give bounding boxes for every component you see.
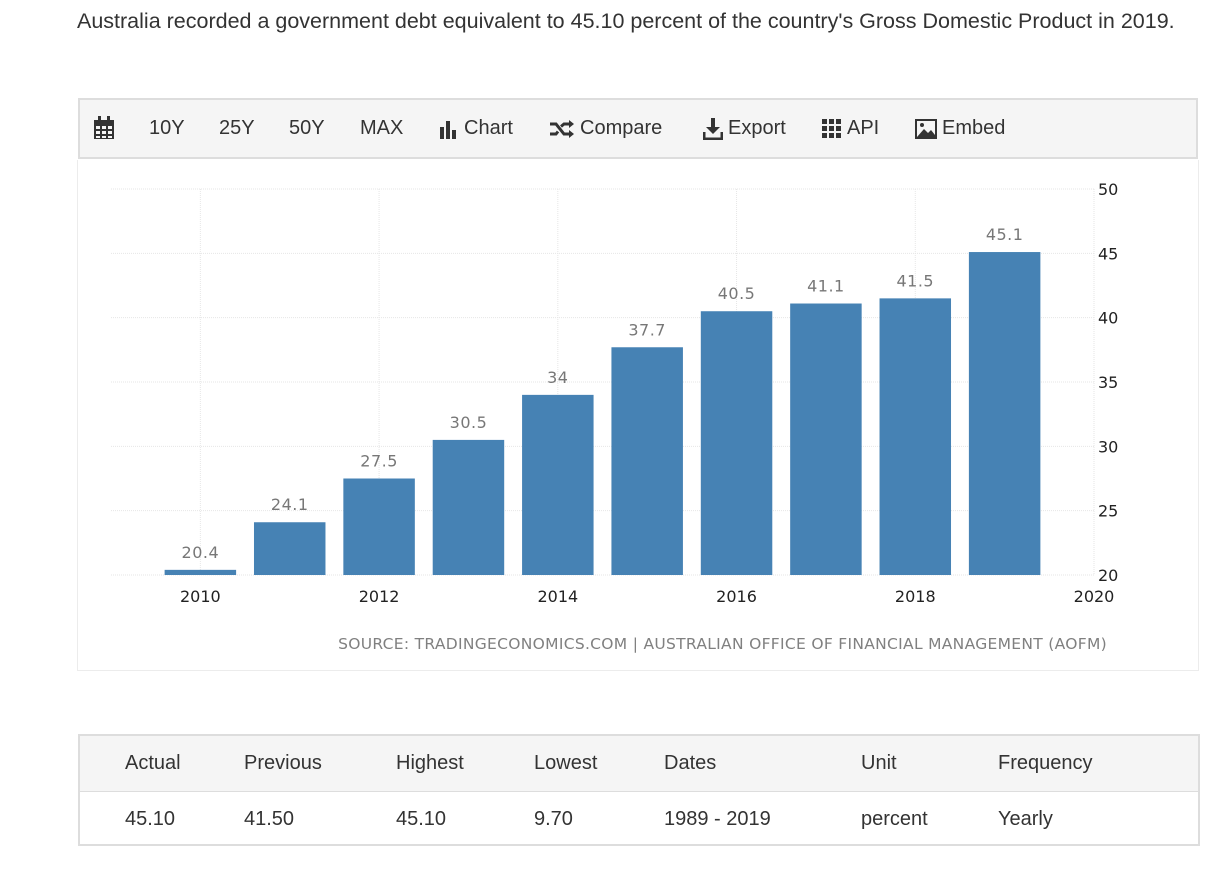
download-icon (703, 117, 723, 140)
export-button-label: Export (728, 117, 786, 139)
chart-source: SOURCE: TRADINGECONOMICS.COM | AUSTRALIA… (338, 635, 1107, 653)
bar-value-label: 37.7 (628, 320, 666, 339)
bar-value-label: 20.4 (182, 543, 220, 562)
x-tick-label: 2014 (537, 587, 578, 606)
range-10y-button[interactable]: 10Y (149, 117, 185, 139)
chart-button[interactable]: Chart (439, 117, 513, 140)
bar (879, 298, 952, 575)
compare-button[interactable]: Compare (549, 117, 662, 140)
x-tick-label: 2016 (716, 587, 757, 606)
chart-button-label: Chart (464, 117, 513, 139)
bar (700, 311, 773, 575)
range-25y-button[interactable]: 25Y (219, 117, 255, 139)
bar-value-label: 41.5 (896, 271, 934, 290)
bar-value-label: 41.1 (807, 277, 845, 296)
bar (611, 347, 683, 575)
embed-button-label: Embed (942, 117, 1006, 139)
range-max-button[interactable]: MAX (360, 117, 404, 139)
y-tick-label: 30 (1098, 437, 1118, 456)
intro-text: Australia recorded a government debt equ… (77, 9, 1175, 33)
value-frequency: Yearly (998, 808, 1053, 830)
bar-value-label: 24.1 (271, 495, 309, 514)
bar (790, 303, 862, 575)
value-actual: 45.10 (125, 808, 176, 830)
bar (522, 394, 594, 575)
y-tick-label: 25 (1098, 502, 1118, 521)
value-lowest: 9.70 (534, 808, 573, 830)
bar-chart-icon (439, 119, 459, 139)
value-dates: 1989 - 2019 (664, 808, 771, 830)
x-tick-label: 2020 (1074, 587, 1115, 606)
header-previous: Previous (244, 752, 322, 774)
value-unit: percent (861, 808, 928, 830)
header-frequency: Frequency (998, 752, 1093, 774)
y-tick-label: 20 (1098, 566, 1118, 585)
header-unit: Unit (861, 752, 897, 774)
bar (343, 478, 415, 575)
bar-value-label: 45.1 (986, 225, 1024, 244)
embed-button[interactable]: Embed (915, 117, 1005, 140)
stats-header-row: Actual Previous Highest Lowest Dates Uni… (80, 736, 1198, 792)
compare-button-label: Compare (580, 117, 663, 139)
calendar-icon[interactable] (93, 116, 115, 140)
image-icon (915, 118, 937, 139)
stats-table: Actual Previous Highest Lowest Dates Uni… (78, 734, 1200, 846)
export-button[interactable]: Export (703, 117, 786, 140)
y-tick-label: 50 (1098, 180, 1118, 199)
api-button-label: API (847, 117, 880, 139)
y-tick-label: 45 (1098, 244, 1118, 263)
x-tick-label: 2012 (359, 587, 400, 606)
value-highest: 45.10 (396, 808, 447, 830)
chart-toolbar: 10Y 25Y 50Y MAX Chart Compare (78, 98, 1198, 159)
value-previous: 41.50 (244, 808, 295, 830)
bar-value-label: 30.5 (450, 413, 488, 432)
bar-value-label: 40.5 (718, 284, 756, 303)
shuffle-icon (549, 119, 575, 138)
stats-value-row: 45.10 41.50 45.10 9.70 1989 - 2019 perce… (80, 792, 1198, 846)
bar (968, 252, 1041, 575)
header-lowest: Lowest (534, 752, 598, 774)
bar-value-label: 34 (547, 368, 568, 387)
chart-panel: 20.4 24.1 27.5 30.5 34 37.7 40.5 41.1 41.5 45.1 2… (77, 160, 1199, 671)
bar (253, 522, 326, 575)
header-highest: Highest (396, 752, 464, 774)
grid-icon (822, 118, 842, 139)
bar-value-label: 27.5 (360, 452, 398, 471)
bar (432, 439, 505, 575)
api-button[interactable]: API (822, 117, 879, 140)
bar (164, 569, 237, 575)
header-dates: Dates (664, 752, 717, 774)
header-actual: Actual (125, 752, 181, 774)
bar-chart: 20.4 24.1 27.5 30.5 34 37.7 40.5 41.1 41.5 45.1 2… (111, 180, 1118, 653)
x-tick-label: 2018 (895, 587, 936, 606)
x-tick-label: 2010 (180, 587, 221, 606)
range-50y-button[interactable]: 50Y (289, 117, 325, 139)
y-tick-label: 40 (1098, 309, 1118, 328)
y-tick-label: 35 (1098, 373, 1118, 392)
